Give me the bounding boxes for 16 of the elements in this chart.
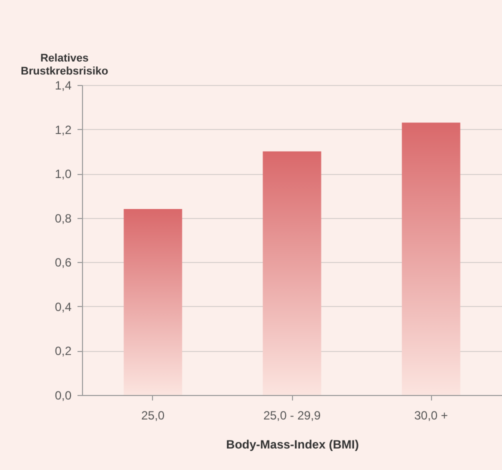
x-tick-label: 25,0 [141, 408, 165, 422]
y-tick-label: 0,0 [54, 388, 72, 402]
bar [262, 151, 322, 395]
y-tick-label: 0,2 [54, 344, 72, 358]
y-tick-label: 0,6 [54, 256, 72, 270]
y-tick-label: 1,2 [54, 122, 72, 137]
x-axis-title: Body-Mass-Index (BMI) [226, 438, 359, 452]
y-axis-title: Relatives Brustkrebsrisiko [20, 52, 108, 78]
y-tick-label: 0,8 [54, 211, 72, 226]
y-tick-label: 1,0 [54, 167, 72, 182]
y-tick-label: 1,4 [54, 78, 72, 92]
x-tick-label: 25,0 - 29,9 [263, 408, 322, 422]
bar [402, 122, 460, 395]
bar [124, 209, 182, 395]
x-tick-label: 30,0 + [414, 408, 448, 422]
y-tick-label: 0,4 [54, 300, 72, 314]
